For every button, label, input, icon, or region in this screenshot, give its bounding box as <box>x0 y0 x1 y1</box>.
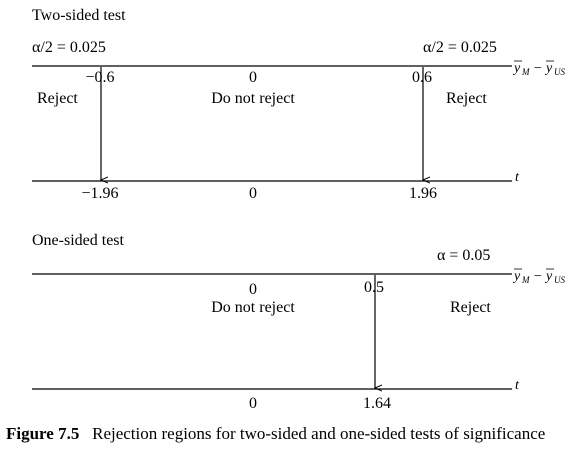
do-not-reject-label-bottom: Do not reject <box>211 299 295 316</box>
svg-text:US: US <box>554 275 565 285</box>
center-value-bottom: 0 <box>249 281 257 298</box>
do-not-reject-label-top: Do not reject <box>211 90 295 107</box>
one-sided-title: One-sided test <box>32 232 125 249</box>
reject-left-label: Reject <box>37 90 78 107</box>
two-sided-title: Two-sided test <box>32 7 126 24</box>
alpha-left-label: α/2 = 0.025 <box>32 39 106 56</box>
svg-text:y: y <box>512 61 521 76</box>
critical-value: 0.5 <box>364 279 384 296</box>
reject-right-label: Reject <box>446 90 487 107</box>
t-axis-label-top: t <box>515 170 520 185</box>
difference-axis-label-bottom: y M − y US <box>512 268 565 285</box>
alpha-right-label: α/2 = 0.025 <box>423 39 497 56</box>
t-value-low: −1.96 <box>81 185 118 202</box>
caption-label: Figure 7.5 <box>6 424 80 443</box>
svg-text:y: y <box>544 61 553 76</box>
figure-caption: Figure 7.5 Rejection regions for two-sid… <box>6 423 572 444</box>
reject-label: Reject <box>450 299 491 316</box>
svg-text:M: M <box>521 67 530 77</box>
t-value-critical: 1.64 <box>363 395 391 412</box>
t-value-high: 1.96 <box>409 185 437 202</box>
critical-value-high: 0.6 <box>412 69 432 86</box>
caption-text: Rejection regions for two-sided and one-… <box>92 424 546 443</box>
svg-text:−: − <box>534 269 542 284</box>
svg-text:y: y <box>544 269 553 284</box>
rejection-regions-figure: Two-sided test α/2 = 0.025 α/2 = 0.025 y… <box>32 7 565 412</box>
svg-text:−: − <box>534 61 542 76</box>
t-axis-label-bottom: t <box>515 378 520 393</box>
alpha-label: α = 0.05 <box>437 247 490 264</box>
t-value-center-bottom: 0 <box>249 395 257 412</box>
svg-text:M: M <box>521 275 530 285</box>
t-value-center-top: 0 <box>249 185 257 202</box>
critical-value-low: −0.6 <box>85 69 114 86</box>
center-value-top: 0 <box>249 69 257 86</box>
svg-text:US: US <box>554 67 565 77</box>
difference-axis-label-top: y M − y US <box>512 60 565 77</box>
svg-text:y: y <box>512 269 521 284</box>
